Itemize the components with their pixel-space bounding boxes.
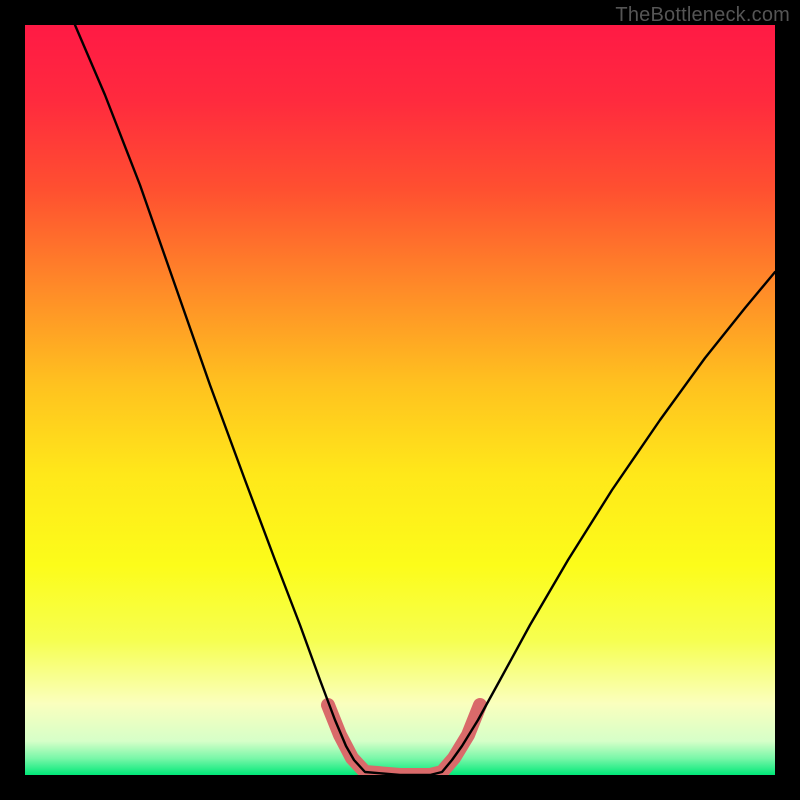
watermark-text: TheBottleneck.com <box>615 4 790 27</box>
chart-container: TheBottleneck.com <box>0 0 800 800</box>
gradient-background <box>25 25 775 775</box>
chart-svg <box>0 0 800 800</box>
